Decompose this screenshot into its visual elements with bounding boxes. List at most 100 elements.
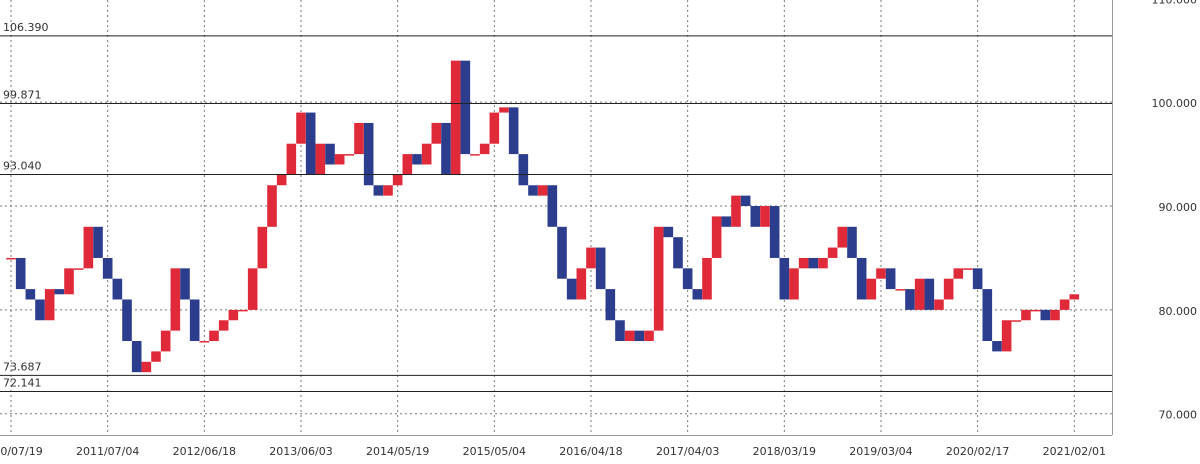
x-tick-label: 2021/02/01 bbox=[1043, 445, 1106, 458]
candle bbox=[470, 154, 480, 156]
candle bbox=[25, 289, 36, 300]
candle bbox=[663, 226, 674, 238]
y-tick-label: 90.000 bbox=[1159, 201, 1198, 214]
candle bbox=[905, 289, 915, 310]
candle bbox=[673, 237, 683, 269]
candle bbox=[441, 122, 451, 175]
candle bbox=[499, 107, 509, 113]
candle bbox=[895, 289, 906, 291]
candle bbox=[1069, 294, 1080, 300]
x-tick-label: 2013/06/03 bbox=[269, 445, 332, 458]
candle bbox=[740, 195, 751, 207]
candle bbox=[6, 257, 16, 260]
candle bbox=[141, 361, 152, 373]
candle bbox=[847, 226, 857, 258]
candle bbox=[528, 185, 538, 196]
candle bbox=[557, 226, 567, 279]
candle bbox=[151, 351, 161, 362]
candle bbox=[305, 112, 316, 175]
candle bbox=[731, 195, 741, 227]
candle bbox=[924, 278, 935, 310]
candle bbox=[760, 206, 770, 227]
candle bbox=[1059, 299, 1070, 310]
candle bbox=[460, 60, 471, 155]
candle bbox=[199, 341, 210, 343]
candle bbox=[276, 174, 287, 186]
candle bbox=[257, 226, 268, 269]
candle bbox=[982, 289, 993, 342]
candle bbox=[15, 257, 26, 290]
x-tick-label: 2016/04/18 bbox=[559, 445, 622, 458]
candle bbox=[1001, 320, 1012, 352]
candle bbox=[576, 268, 587, 300]
candle bbox=[798, 257, 809, 269]
candle bbox=[750, 206, 761, 227]
candle bbox=[876, 268, 886, 279]
candle bbox=[228, 309, 239, 321]
candle bbox=[325, 143, 335, 165]
x-tick-label: 2018/03/19 bbox=[753, 445, 816, 458]
candle bbox=[721, 216, 732, 227]
candle bbox=[1021, 309, 1031, 321]
candle bbox=[170, 268, 181, 331]
candle bbox=[93, 226, 103, 258]
candle bbox=[808, 257, 819, 269]
x-tick-label: 2011/07/04 bbox=[76, 445, 139, 458]
candle bbox=[1030, 309, 1041, 312]
candle bbox=[769, 206, 780, 258]
candle bbox=[73, 268, 84, 270]
candle bbox=[64, 268, 74, 295]
level-label: 73.687 bbox=[3, 360, 42, 373]
candle bbox=[586, 247, 596, 269]
candle bbox=[963, 268, 973, 270]
candle bbox=[383, 185, 393, 196]
candle bbox=[315, 143, 326, 175]
candle bbox=[653, 226, 664, 331]
candle bbox=[54, 289, 65, 295]
candle bbox=[1011, 320, 1022, 322]
candle bbox=[934, 299, 944, 310]
candle bbox=[267, 185, 277, 227]
level-label: 72.141 bbox=[3, 376, 42, 389]
candle bbox=[247, 268, 258, 310]
candle bbox=[702, 257, 712, 300]
candle bbox=[566, 278, 577, 300]
candle bbox=[354, 122, 364, 155]
candle bbox=[131, 341, 142, 373]
candle bbox=[624, 330, 635, 342]
x-tick-label: 2015/05/04 bbox=[463, 445, 526, 458]
candle bbox=[953, 268, 964, 279]
candle bbox=[180, 268, 190, 300]
x-tick-label: 2014/05/19 bbox=[366, 445, 429, 458]
plot-area: 2010/07/19 2011/07/04 2012/06/18 2013/06/03… bbox=[0, 0, 1112, 458]
x-tick-label: 2019/03/04 bbox=[849, 445, 912, 458]
candle bbox=[489, 112, 500, 144]
candle bbox=[479, 143, 490, 155]
candle bbox=[1040, 309, 1051, 321]
y-tick-label: 70.000 bbox=[1159, 409, 1198, 422]
level-label: 99.871 bbox=[3, 89, 42, 102]
candle bbox=[837, 226, 848, 248]
candle bbox=[112, 278, 123, 300]
candle bbox=[943, 278, 954, 300]
candle bbox=[789, 268, 799, 300]
candle bbox=[189, 299, 200, 342]
candle bbox=[1050, 309, 1060, 321]
candle bbox=[518, 154, 529, 186]
level-label: 106.390 bbox=[3, 21, 49, 34]
candle bbox=[363, 122, 374, 186]
candle bbox=[431, 122, 442, 144]
candle bbox=[102, 257, 113, 279]
candle bbox=[827, 247, 838, 258]
y-tick-label: 100.000 bbox=[1152, 97, 1198, 110]
candle bbox=[615, 320, 625, 342]
candle bbox=[634, 330, 645, 342]
candle bbox=[856, 257, 867, 300]
candle bbox=[972, 268, 983, 290]
candle bbox=[83, 226, 94, 269]
candle bbox=[35, 299, 45, 321]
candle bbox=[992, 341, 1002, 352]
candle bbox=[682, 268, 693, 290]
candle bbox=[412, 154, 422, 165]
